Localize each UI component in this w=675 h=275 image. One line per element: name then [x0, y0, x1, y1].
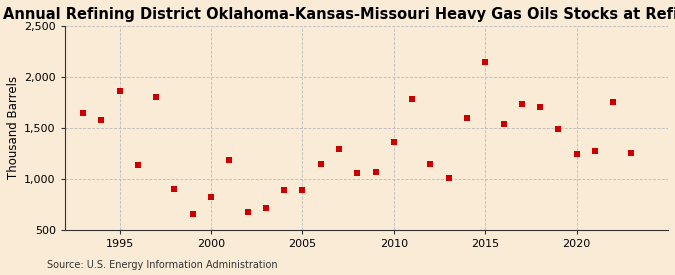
Point — [114, 89, 125, 93]
Point — [407, 97, 418, 101]
Point — [370, 169, 381, 174]
Point — [297, 188, 308, 192]
Point — [315, 161, 326, 166]
Title: Annual Refining District Oklahoma-Kansas-Missouri Heavy Gas Oils Stocks at Refin: Annual Refining District Oklahoma-Kansas… — [3, 7, 675, 22]
Point — [78, 110, 88, 115]
Point — [480, 59, 491, 64]
Point — [425, 161, 436, 166]
Point — [242, 210, 253, 215]
Point — [589, 149, 600, 153]
Point — [261, 206, 271, 211]
Point — [206, 195, 217, 199]
Point — [553, 127, 564, 131]
Point — [443, 175, 454, 180]
Point — [169, 187, 180, 191]
Point — [96, 117, 107, 122]
Point — [608, 100, 618, 104]
Y-axis label: Thousand Barrels: Thousand Barrels — [7, 76, 20, 179]
Point — [462, 116, 472, 120]
Point — [516, 102, 527, 107]
Point — [388, 140, 399, 144]
Point — [188, 212, 198, 217]
Point — [224, 158, 235, 163]
Point — [132, 162, 143, 167]
Point — [279, 188, 290, 192]
Point — [333, 147, 344, 152]
Point — [352, 170, 362, 175]
Point — [535, 105, 545, 110]
Point — [626, 151, 637, 156]
Point — [151, 95, 161, 100]
Text: Source: U.S. Energy Information Administration: Source: U.S. Energy Information Administ… — [47, 260, 278, 270]
Point — [571, 152, 582, 156]
Point — [498, 122, 509, 126]
